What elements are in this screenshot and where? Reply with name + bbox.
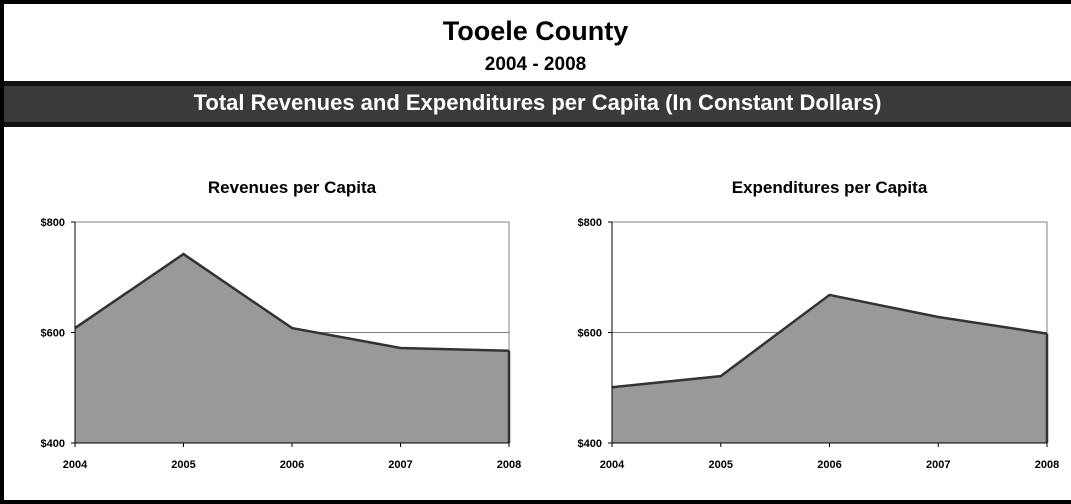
expenditures-x-tick-label: 2008: [1035, 459, 1059, 471]
expenditures-y-tick-label: $800: [578, 217, 602, 229]
expenditures-area-series: [612, 294, 1047, 443]
revenues-area-series: [75, 254, 509, 443]
revenues-y-tick-label: $600: [41, 328, 65, 340]
revenues-y-tick-label: $400: [41, 438, 65, 450]
revenues-chart-title: Revenues per Capita: [208, 178, 377, 197]
expenditures-chart-title: Expenditures per Capita: [732, 178, 928, 197]
expenditures-y-tick-label: $600: [578, 328, 602, 340]
revenues-x-tick-label: 2008: [497, 459, 521, 471]
expenditures-x-tick-label: 2004: [600, 459, 625, 471]
page-title: Tooele County: [442, 16, 629, 46]
revenues-x-tick-label: 2004: [63, 459, 88, 471]
revenues-y-tick-label: $800: [41, 217, 65, 229]
expenditures-y-tick-label: $400: [578, 438, 602, 450]
section-banner: [4, 81, 1071, 127]
page-subtitle: 2004 - 2008: [484, 54, 587, 75]
revenues-x-tick-label: 2005: [171, 459, 195, 471]
revenues-x-tick-label: 2007: [388, 459, 412, 471]
expenditures-x-tick-label: 2007: [926, 459, 950, 471]
revenues-x-tick-label: 2006: [280, 459, 304, 471]
expenditures-x-tick-label: 2005: [709, 459, 733, 471]
expenditures-x-tick-label: 2006: [817, 459, 841, 471]
section-banner-title: Total Revenues and Expenditures per Capi…: [193, 90, 882, 115]
